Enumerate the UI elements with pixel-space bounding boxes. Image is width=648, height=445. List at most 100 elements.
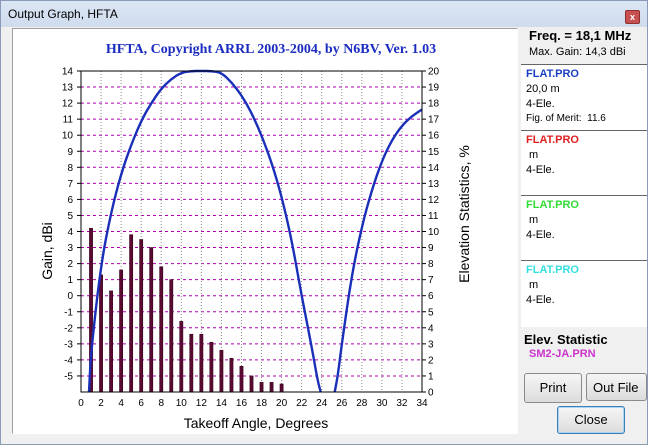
antenna-type: 4-Ele.: [526, 98, 555, 110]
y2-tick-label: 17: [428, 115, 440, 126]
x-tick-label: 24: [316, 398, 328, 409]
y2-tick-label: 18: [428, 99, 440, 110]
elevation-bar: [109, 290, 113, 393]
print-button[interactable]: Print: [524, 373, 582, 403]
y-tick-label: 0: [67, 291, 73, 302]
window-title: Output Graph, HFTA: [8, 7, 118, 21]
antenna-panel-3: FLAT.PRO m 4-Ele.: [521, 195, 647, 262]
antenna-height: 20,0 m: [526, 83, 560, 95]
elevation-bar: [139, 239, 144, 393]
x-tick-label: 0: [78, 398, 84, 409]
x-tick-label: 22: [296, 398, 308, 409]
y-tick-label: -4: [64, 355, 73, 366]
elevation-statistic-file: SM2-JA.PRN: [529, 348, 596, 360]
y-tick-label: -3: [64, 339, 73, 350]
y-tick-label: 5: [67, 211, 73, 222]
y-tick-label: 6: [67, 195, 73, 206]
x-tick-label: 18: [256, 398, 268, 409]
y2-tick-label: 1: [428, 371, 434, 382]
antenna-file-name: FLAT.PRO: [526, 264, 579, 276]
x-axis-label: Takeoff Angle, Degrees: [184, 415, 329, 431]
y2-axis-label: Elevation Statistics, %: [456, 145, 472, 283]
max-gain-readout: Max. Gain: 14,3 dBi: [529, 46, 626, 58]
y2-tick-label: 16: [428, 131, 440, 142]
elevation-bar: [169, 279, 174, 393]
x-tick-label: 28: [356, 398, 368, 409]
antenna-panel-4: FLAT.PRO m 4-Ele.: [521, 260, 647, 327]
x-tick-label: 30: [376, 398, 388, 409]
y2-tick-label: 7: [428, 275, 434, 286]
close-button[interactable]: Close: [557, 406, 625, 434]
x-tick-label: 20: [276, 398, 288, 409]
gain-curve-line: [333, 108, 423, 393]
x-tick-label: 12: [196, 398, 208, 409]
x-tick-label: 32: [396, 398, 408, 409]
y2-tick-label: 0: [428, 388, 434, 399]
elevation-bar: [229, 357, 234, 393]
antenna-file-name: FLAT.PRO: [526, 68, 579, 80]
out-file-button[interactable]: Out File: [586, 373, 647, 401]
elevation-bar: [219, 349, 224, 393]
antenna-type: 4-Ele.: [526, 164, 555, 176]
y2-tick-label: 6: [428, 291, 434, 302]
antenna-height: m: [526, 279, 539, 291]
antenna-type: 4-Ele.: [526, 229, 555, 241]
frequency-readout: Freq. = 18,1 MHz: [529, 28, 632, 43]
elevation-bar: [99, 274, 103, 393]
elevation-bar: [159, 266, 164, 393]
x-tick-label: 14: [216, 398, 228, 409]
x-tick-label: 34: [416, 398, 428, 409]
antenna-type: 4-Ele.: [526, 294, 555, 306]
y-tick-label: -5: [64, 371, 73, 382]
antenna-height: m: [526, 214, 539, 226]
y-axis-label: Gain, dBi: [39, 222, 55, 280]
y2-tick-label: 3: [428, 339, 434, 350]
antenna-panel-2: FLAT.PRO m 4-Ele.: [521, 130, 647, 197]
elevation-bar: [189, 333, 194, 393]
y-tick-label: 3: [67, 243, 73, 254]
x-tick-label: 4: [118, 398, 124, 409]
antenna-file-name: FLAT.PRO: [526, 199, 579, 211]
y2-tick-label: 9: [428, 243, 434, 254]
elevation-bar: [249, 375, 254, 393]
results-sidebar: Freq. = 18,1 MHz Max. Gain: 14,3 dBi FLA…: [521, 28, 647, 388]
y2-tick-label: 12: [428, 195, 440, 206]
y-tick-label: 4: [67, 227, 73, 238]
x-tick-label: 6: [138, 398, 144, 409]
title-bar[interactable]: Output Graph, HFTA x: [1, 1, 647, 27]
window-close-icon[interactable]: x: [625, 10, 640, 24]
elevation-statistic-heading: Elev. Statistic: [524, 332, 608, 347]
y2-tick-label: 15: [428, 147, 440, 158]
y2-tick-label: 5: [428, 307, 434, 318]
x-tick-label: 16: [236, 398, 248, 409]
elevation-bar: [269, 382, 274, 393]
elevation-bar: [199, 333, 204, 393]
antenna-file-name: FLAT.PRO: [526, 134, 579, 146]
x-tick-label: 8: [158, 398, 164, 409]
y2-tick-label: 4: [428, 323, 434, 334]
y2-tick-label: 11: [428, 211, 439, 222]
y2-tick-label: 14: [428, 163, 440, 174]
y2-tick-label: 2: [428, 355, 434, 366]
elevation-bar: [119, 269, 124, 393]
elevation-bar: [149, 247, 154, 393]
elevation-bar: [279, 383, 284, 393]
y-tick-label: -1: [64, 307, 73, 318]
y-tick-label: 12: [62, 99, 74, 110]
antenna-height: m: [526, 149, 539, 161]
chart-title: HFTA, Copyright ARRL 2003-2004, by N6BV,…: [106, 42, 436, 57]
y-tick-label: 10: [62, 131, 74, 142]
y-tick-label: 8: [67, 163, 73, 174]
x-tick-labels: 0 2 4 6 8 10 12 14 16 18 20 22 24 26 28 30 32 34: [78, 398, 428, 409]
y-tick-label: 9: [67, 147, 73, 158]
elevation-bar: [259, 382, 264, 393]
x-tick-label: 26: [336, 398, 348, 409]
antenna-panel-1: FLAT.PRO 20,0 m 4-Ele. Fig. of Merit: 11…: [521, 64, 647, 131]
y2-tick-label: 10: [428, 227, 440, 238]
y2-tick-label: 19: [428, 83, 440, 94]
elevation-bar: [209, 341, 214, 393]
y2-tick-label: 20: [428, 67, 440, 78]
x-tick-label: 10: [176, 398, 188, 409]
